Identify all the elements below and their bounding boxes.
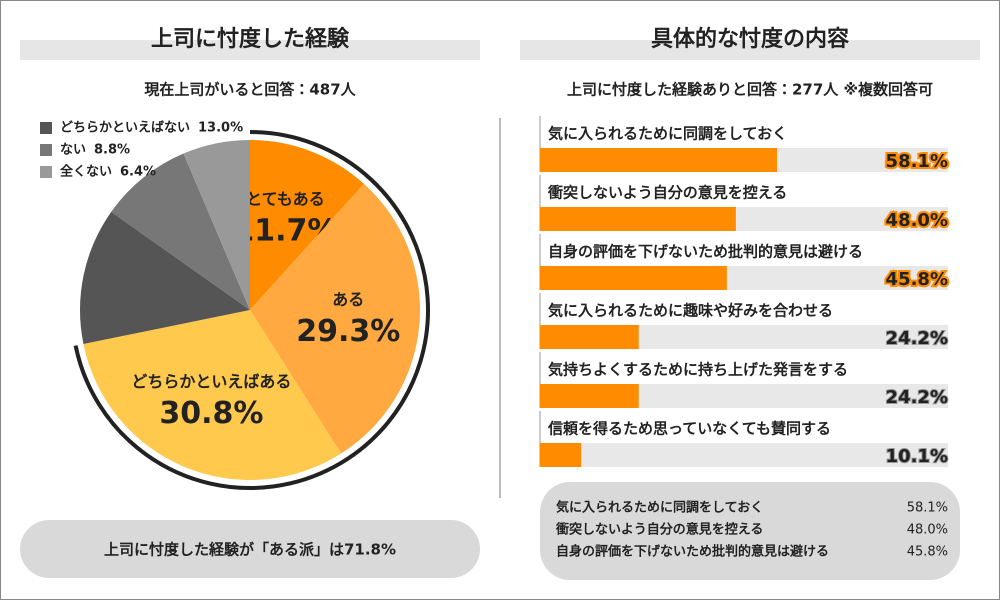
value-label: 58.1%: [886, 151, 948, 172]
category-label: 気持ちよくするために持ち上げた発言をする: [548, 361, 848, 379]
category-label: 気に入られるために趣味や好みを合わせる: [548, 302, 833, 320]
summary-value: 48.0%: [907, 523, 948, 538]
summary-label: 自身の評価を下げないため批判的意見は避ける: [556, 544, 829, 560]
slice-label: とてもある: [246, 189, 325, 208]
bar: [540, 443, 582, 467]
category-label: 気に入られるために同調をしておく: [548, 125, 787, 143]
category-label: 自身の評価を下げないため批判的意見は避ける: [548, 243, 863, 261]
value-label: 48.0%: [886, 210, 948, 231]
legend-swatch: [40, 122, 52, 134]
bar: [540, 384, 639, 408]
legend-label: ない: [60, 143, 86, 158]
title-band: [20, 40, 480, 60]
legend-swatch: [40, 166, 52, 178]
summary-label: 衝突しないよう自分の意見を控える: [555, 522, 763, 538]
slice-value: 29.3%: [296, 314, 400, 349]
legend-value: 6.4%: [120, 165, 156, 180]
annotation: 上司に忖度した経験が「ある派」は71.8%: [104, 541, 396, 559]
value-label: 10.1%: [886, 446, 948, 467]
bar: [540, 207, 736, 231]
chart-subtitle: 上司に忖度した経験ありと回答：277人 ※複数回答可: [567, 81, 933, 99]
slice-label: どちらかといえばある: [131, 372, 291, 391]
category-label: 信頼を得るため思っていなくても賛同する: [547, 420, 831, 438]
title-band: [520, 40, 980, 60]
chart-subtitle: 現在上司がいると回答：487人: [144, 81, 356, 99]
bar: [540, 266, 727, 290]
pie-slice: [111, 153, 251, 310]
summary-box: [540, 482, 960, 580]
bar: [540, 148, 778, 172]
pie-slice: [250, 183, 420, 454]
bar: [540, 325, 639, 349]
value-label: 24.2%: [886, 387, 948, 408]
legend-value: 13.0%: [198, 121, 243, 136]
pie-slice: [183, 140, 250, 310]
pie-slice: [83, 310, 342, 481]
value-label: 45.8%: [886, 269, 948, 290]
legend-value: 8.8%: [94, 143, 130, 158]
pie-slice: [250, 140, 365, 310]
slice-label: ある: [332, 290, 364, 309]
summary-label: 気に入られるために同調をしておく: [556, 500, 763, 516]
summary-value: 58.1%: [907, 501, 948, 516]
legend-label: 全くない: [60, 164, 112, 180]
summary-value: 45.8%: [907, 545, 948, 560]
pie-slice: [80, 211, 251, 344]
group-arc: [73, 130, 430, 490]
chart-title: 上司に忖度した経験: [151, 26, 350, 52]
legend-swatch: [40, 144, 52, 156]
category-label: 衝突しないよう自分の意見を控える: [547, 184, 787, 202]
slice-value: 30.8%: [159, 396, 263, 431]
value-label: 24.2%: [886, 328, 948, 349]
summary-box: [20, 520, 480, 578]
chart-title: 具体的な忖度の内容: [651, 26, 849, 52]
legend-label: どちらかといえばない: [60, 121, 190, 136]
bar-track: [540, 443, 948, 467]
